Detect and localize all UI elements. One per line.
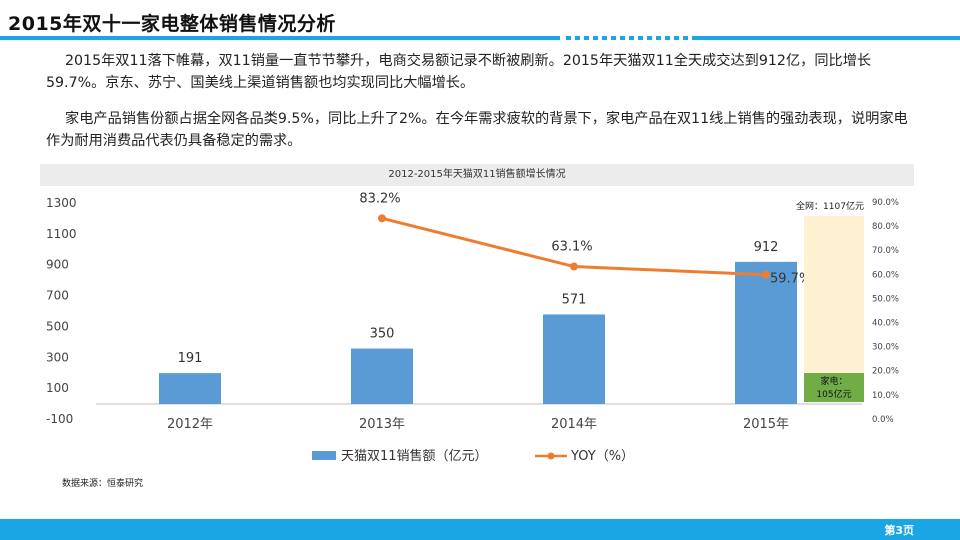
y-left-tick-label: -100 bbox=[46, 412, 73, 426]
y-right-tick-label: 40.0% bbox=[872, 319, 899, 329]
bar-value-label: 912 bbox=[754, 240, 779, 255]
chart-title: 2012-2015年天猫双11销售额增长情况 bbox=[40, 164, 914, 186]
y-left-tick-label: 1100 bbox=[46, 227, 77, 241]
sales-chart: 1300 1100 900 700 500 300 100 -100 191 350 571 912 2… bbox=[46, 191, 899, 464]
sales-bar bbox=[351, 348, 413, 404]
yoy-point bbox=[570, 262, 578, 271]
data-source: 数据来源：恒泰研究 bbox=[62, 479, 144, 489]
title-underline bbox=[0, 36, 960, 40]
total-online-segment bbox=[804, 216, 864, 373]
x-tick-label: 2013年 bbox=[359, 417, 405, 432]
slide-title: 2015年双十一家电整体销售情况分析 bbox=[8, 13, 336, 35]
legend-line-label: YOY（%） bbox=[570, 449, 634, 464]
bar-value-label: 191 bbox=[178, 351, 203, 366]
y-left-tick-label: 100 bbox=[46, 381, 69, 395]
y-left-tick-label: 1300 bbox=[46, 196, 77, 210]
page-number: 第3页 bbox=[884, 524, 914, 537]
y-right-tick-label: 10.0% bbox=[872, 391, 899, 401]
x-tick-label: 2012年 bbox=[167, 417, 213, 432]
sales-bar bbox=[543, 314, 605, 404]
y-left-tick-label: 700 bbox=[46, 289, 69, 303]
footer-bar bbox=[0, 519, 960, 540]
y-right-tick-label: 80.0% bbox=[872, 222, 899, 232]
y-right-tick-label: 20.0% bbox=[872, 367, 899, 377]
yoy-value-label: 63.1% bbox=[551, 240, 592, 255]
intro-paragraph-2: 家电产品销售份额占据全网各品类9.5%，同比上升了2%。在今年需求疲软的背景下，… bbox=[46, 111, 908, 149]
y-left-tick-label: 500 bbox=[46, 319, 69, 333]
yoy-point bbox=[378, 214, 386, 223]
y-right-tick-label: 90.0% bbox=[872, 198, 899, 208]
legend-bar-label: 天猫双11销售额（亿元） bbox=[341, 448, 488, 464]
bar-value-label: 350 bbox=[370, 327, 395, 342]
y-left-tick-label: 900 bbox=[46, 258, 69, 272]
legend-line-marker bbox=[547, 452, 555, 460]
yoy-value-label: 83.2% bbox=[359, 191, 400, 206]
y-right-tick-label: 60.0% bbox=[872, 270, 899, 280]
sales-bar bbox=[159, 373, 221, 404]
intro-paragraph-1: 2015年双11落下帷幕，双11销量一直节节攀升，电商交易额记录不断被刷新。20… bbox=[46, 53, 872, 91]
legend-bar-swatch bbox=[312, 451, 336, 460]
appliance-label: 家电： bbox=[820, 375, 847, 387]
x-tick-label: 2014年 bbox=[551, 417, 597, 432]
total-online-label: 全网：1107亿元 bbox=[796, 200, 864, 212]
y-right-tick-label: 70.0% bbox=[872, 246, 899, 256]
yoy-value-label: 59.7% bbox=[770, 272, 811, 287]
yoy-point bbox=[762, 270, 770, 279]
y-right-tick-label: 0.0% bbox=[872, 415, 894, 425]
appliance-value-label: 105亿元 bbox=[816, 388, 851, 400]
x-tick-label: 2015年 bbox=[743, 417, 789, 432]
y-right-tick-label: 50.0% bbox=[872, 294, 899, 304]
sales-bar bbox=[735, 261, 797, 404]
y-right-tick-label: 30.0% bbox=[872, 343, 899, 353]
appliance-segment bbox=[804, 373, 864, 402]
bar-value-label: 571 bbox=[562, 292, 587, 307]
y-left-tick-label: 300 bbox=[46, 350, 69, 364]
